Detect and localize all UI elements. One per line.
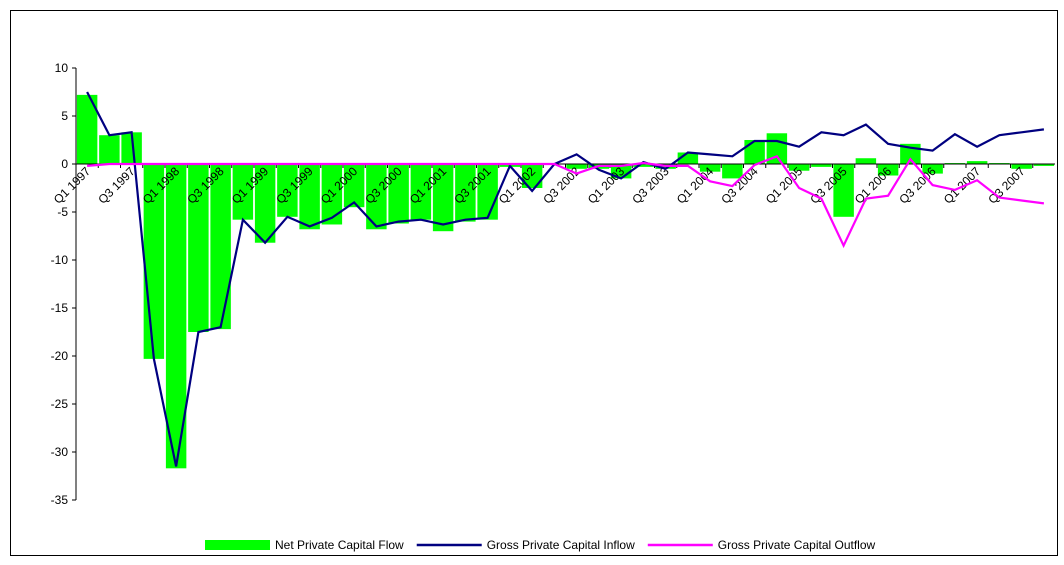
bar <box>1033 164 1055 166</box>
bar <box>521 164 543 188</box>
bar <box>165 164 187 469</box>
bar <box>388 164 409 224</box>
bar <box>121 132 142 164</box>
bar <box>788 164 810 171</box>
y-tick-label: 5 <box>61 109 68 123</box>
bar <box>833 164 854 217</box>
legend-label: Gross Private Capital Inflow <box>487 538 635 552</box>
legend-label: Gross Private Capital Outflow <box>718 538 876 552</box>
line <box>87 154 1045 249</box>
bar <box>321 164 343 225</box>
y-tick-label: -10 <box>51 253 69 267</box>
bar <box>232 164 254 220</box>
bar <box>722 164 743 179</box>
bar <box>855 158 877 164</box>
bar <box>410 164 432 220</box>
y-tick-label: -15 <box>51 301 69 315</box>
bar <box>877 164 899 176</box>
bar <box>699 164 721 172</box>
bar <box>343 164 365 208</box>
bar <box>76 94 98 164</box>
bar <box>633 164 654 167</box>
bar <box>188 164 209 332</box>
line <box>86 91 1045 467</box>
bar <box>254 164 276 243</box>
bar <box>99 135 120 164</box>
y-tick-label: -20 <box>51 349 69 363</box>
y-tick-label: 0 <box>61 157 68 171</box>
bar <box>677 152 699 164</box>
bar <box>744 140 765 164</box>
bar <box>1011 164 1032 169</box>
bar <box>210 164 231 330</box>
bar <box>966 161 988 164</box>
bar <box>922 164 943 174</box>
y-tick-label: -30 <box>51 445 69 459</box>
bar <box>455 164 476 222</box>
bar <box>432 164 454 232</box>
legend-label: Net Private Capital Flow <box>275 538 404 552</box>
y-tick-label: -25 <box>51 397 69 411</box>
y-tick-label: 10 <box>55 61 69 75</box>
bar <box>299 164 320 230</box>
bar <box>366 164 387 230</box>
y-tick-label: -35 <box>51 493 69 507</box>
y-tick-label: -5 <box>57 205 68 219</box>
legend-swatch <box>205 540 270 550</box>
bar <box>811 164 832 167</box>
bar <box>566 164 587 169</box>
bar <box>277 164 298 217</box>
